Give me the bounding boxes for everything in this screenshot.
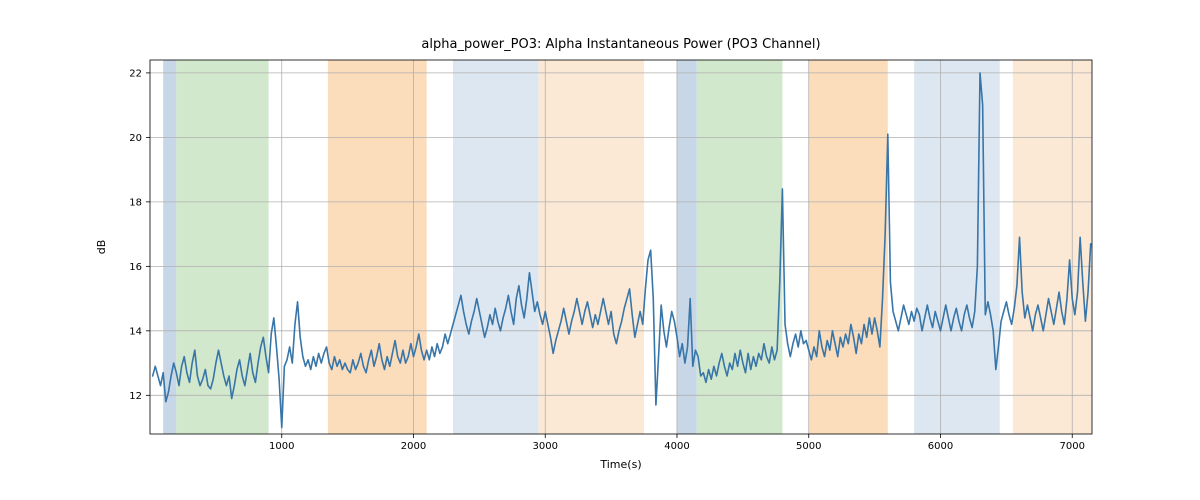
x-tick-label: 1000 xyxy=(269,441,294,452)
y-tick-label: 20 xyxy=(129,133,142,144)
y-tick-label: 14 xyxy=(129,326,142,337)
chart-title: alpha_power_PO3: Alpha Instantaneous Pow… xyxy=(421,37,820,52)
y-tick-label: 12 xyxy=(129,391,142,402)
x-tick-label: 4000 xyxy=(664,441,689,452)
x-tick-label: 7000 xyxy=(1060,441,1085,452)
x-axis-label: Time(s) xyxy=(599,458,641,471)
y-tick-label: 22 xyxy=(129,68,142,79)
background-bands xyxy=(163,60,1092,434)
y-axis-label: dB xyxy=(95,240,108,255)
y-tick-label: 18 xyxy=(129,197,142,208)
x-tick-label: 6000 xyxy=(928,441,953,452)
x-tick-label: 5000 xyxy=(796,441,821,452)
x-tick-label: 3000 xyxy=(533,441,558,452)
chart-container: 1000 2000 3000 4000 5000 6000 7000 12 14 16 18 20 22… xyxy=(0,0,1200,500)
y-tick-label: 16 xyxy=(129,262,142,273)
x-tick-label: 2000 xyxy=(401,441,426,452)
alpha-power-chart: 1000 2000 3000 4000 5000 6000 7000 12 14 16 18 20 22… xyxy=(0,0,1200,500)
